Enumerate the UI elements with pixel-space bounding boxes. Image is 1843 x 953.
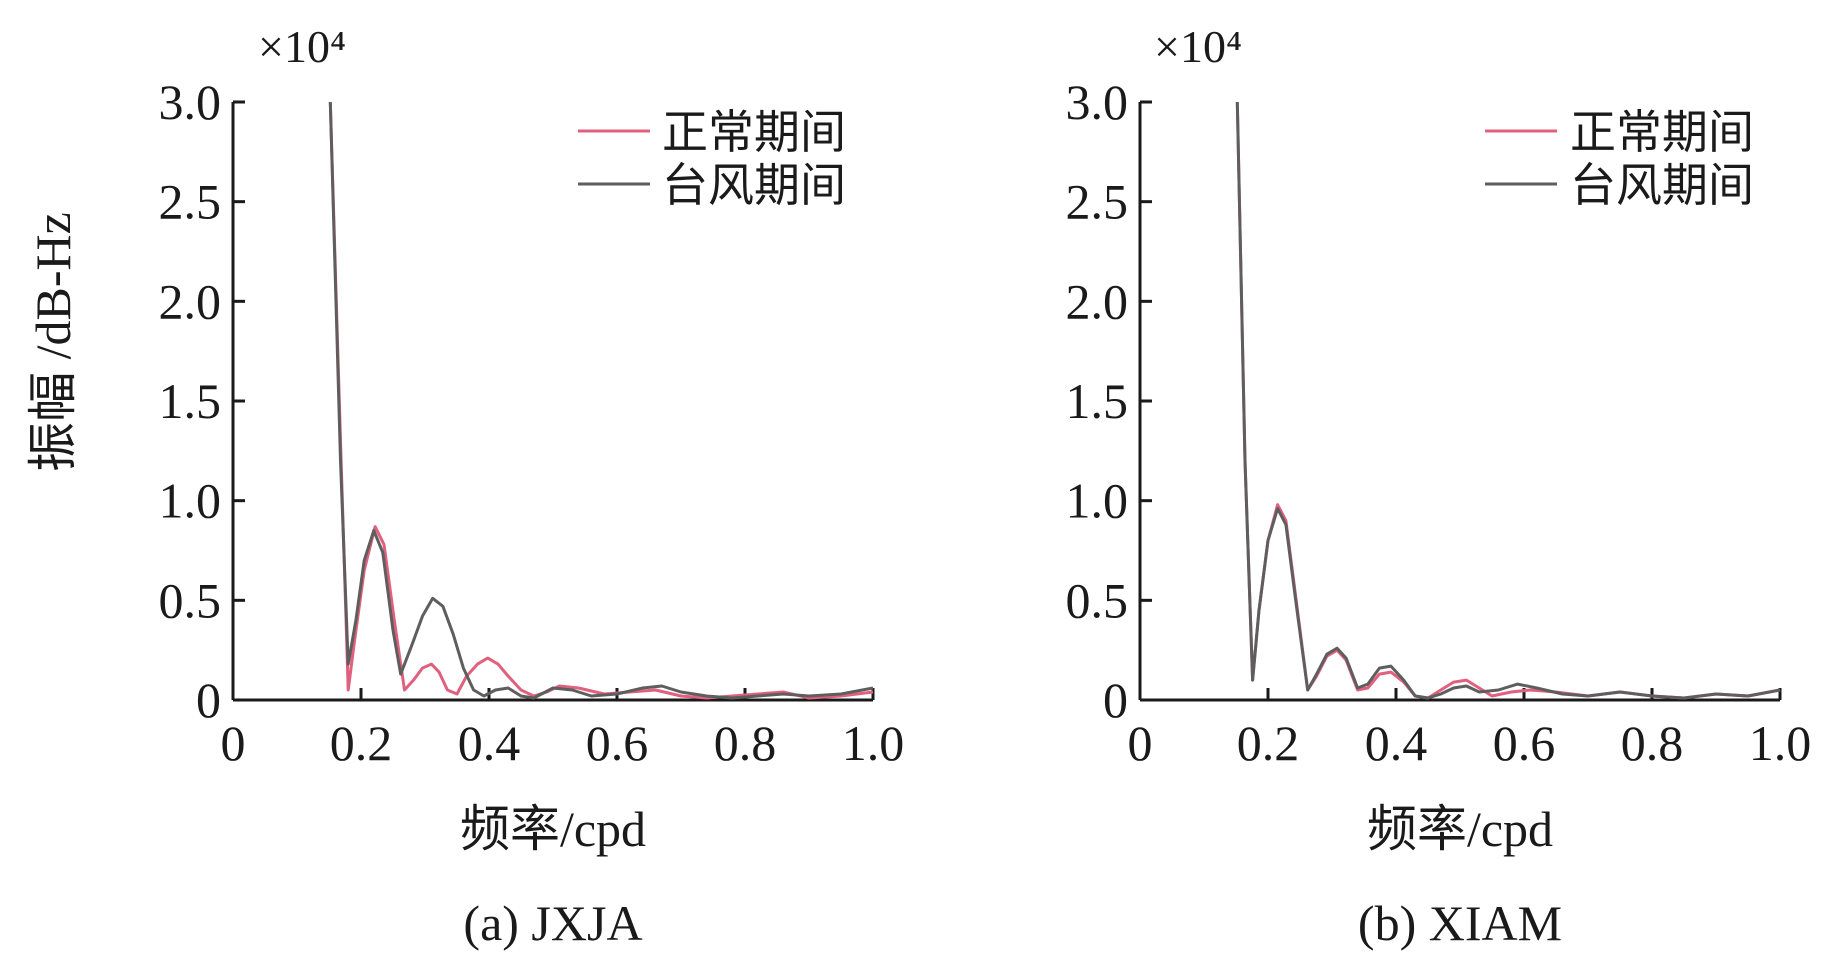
y-tick-label: 0 bbox=[1103, 672, 1128, 728]
panel-a-caption: (a) JXJA bbox=[463, 895, 642, 951]
panel-a-legend-label-typhoon: 台风期间 bbox=[662, 160, 846, 211]
y-tick-label: 2.5 bbox=[1066, 174, 1129, 230]
x-tick-label: 0 bbox=[1128, 715, 1153, 771]
series-line-typhoon bbox=[328, 101, 874, 700]
x-tick-label: 0.6 bbox=[1493, 715, 1556, 771]
y-tick-label: 3.0 bbox=[1066, 74, 1129, 130]
x-tick-label: 0.6 bbox=[586, 715, 649, 771]
panel-b-x-ticks: 0 0.2 0.4 0.6 0.8 1.0 bbox=[1128, 688, 1812, 771]
y-tick-label: 3.0 bbox=[159, 74, 222, 130]
y-tick-label: 1.0 bbox=[1066, 473, 1129, 529]
panel-a-legend: 正常期间 台风期间 bbox=[578, 107, 846, 211]
panel-b-caption: (b) XIAM bbox=[1358, 895, 1562, 951]
y-tick-label: 2.5 bbox=[159, 174, 222, 230]
panel-b-legend-label-typhoon: 台风期间 bbox=[1570, 160, 1754, 211]
y-tick-label: 0.5 bbox=[1066, 572, 1129, 628]
panel-a-multiplier: ×10⁴ bbox=[258, 21, 346, 72]
y-tick-label: 1.5 bbox=[1066, 373, 1129, 429]
y-axis-label: 振幅 /dB-Hz bbox=[25, 212, 81, 472]
panel-b-legend: 正常期间 台风期间 bbox=[1485, 107, 1754, 211]
x-tick-label: 0.4 bbox=[1365, 715, 1428, 771]
panel-a-x-ticks: 0 0.2 0.4 0.6 0.8 1.0 bbox=[221, 688, 905, 771]
panel-a-legend-label-normal: 正常期间 bbox=[662, 107, 846, 158]
panel-b-multiplier: ×10⁴ bbox=[1154, 21, 1242, 72]
y-tick-label: 1.0 bbox=[159, 473, 222, 529]
y-tick-label: 1.5 bbox=[159, 373, 222, 429]
panel-b-series bbox=[1235, 101, 1781, 700]
x-tick-label: 0.8 bbox=[1621, 715, 1684, 771]
panel-a: ×10⁴ 0 0.5 1.0 1.5 2.0 2.5 3.0 0 0.2 0.4 0.6 0.8 1.… bbox=[159, 21, 905, 951]
panel-b: ×10⁴ 0 0.5 1.0 1.5 2.0 2.5 3.0 0 0.2 0.4 0.6 0.8 1.… bbox=[1066, 21, 1812, 951]
panel-a-series bbox=[328, 101, 874, 700]
y-tick-label: 2.0 bbox=[159, 273, 222, 329]
series-line-typhoon bbox=[1235, 101, 1781, 700]
panel-a-y-ticks: 0 0.5 1.0 1.5 2.0 2.5 3.0 bbox=[159, 74, 245, 728]
x-tick-label: 0.8 bbox=[714, 715, 777, 771]
panel-a-x-axis-label: 频率/cpd bbox=[460, 801, 646, 857]
x-tick-label: 1.0 bbox=[1749, 715, 1812, 771]
y-tick-label: 2.0 bbox=[1066, 273, 1129, 329]
y-tick-label: 0.5 bbox=[159, 572, 222, 628]
x-tick-label: 1.0 bbox=[842, 715, 905, 771]
panel-b-legend-label-normal: 正常期间 bbox=[1570, 107, 1754, 158]
panel-b-x-axis-label: 频率/cpd bbox=[1367, 801, 1553, 857]
x-tick-label: 0.2 bbox=[1237, 715, 1300, 771]
x-tick-label: 0.4 bbox=[458, 715, 521, 771]
x-tick-label: 0.2 bbox=[330, 715, 393, 771]
panel-b-y-ticks: 0 0.5 1.0 1.5 2.0 2.5 3.0 bbox=[1066, 74, 1152, 728]
y-tick-label: 0 bbox=[196, 672, 221, 728]
x-tick-label: 0 bbox=[221, 715, 246, 771]
